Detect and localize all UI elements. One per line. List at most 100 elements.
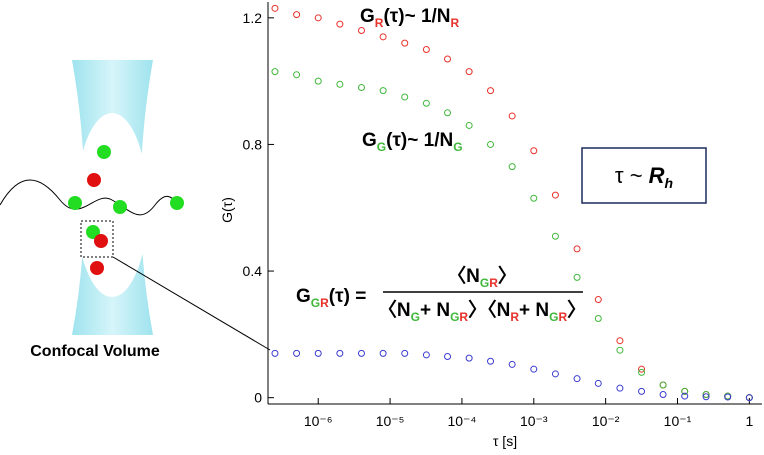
point — [638, 368, 646, 376]
point — [487, 87, 495, 95]
point — [508, 112, 516, 120]
ann-part: (τ)~ 1/N — [386, 130, 453, 151]
point — [293, 71, 301, 79]
ann-part: G — [450, 310, 459, 324]
ann-part: R — [451, 16, 460, 30]
point — [271, 68, 279, 76]
point — [357, 83, 365, 91]
ann-part: R — [320, 296, 329, 310]
point — [444, 353, 452, 361]
ann-part: h — [665, 175, 674, 191]
point — [293, 349, 301, 357]
y-tick-label: 1.2 — [243, 10, 263, 26]
point — [314, 349, 322, 357]
point — [681, 387, 689, 395]
x-tick-label: 10⁻² — [592, 413, 620, 429]
point — [379, 349, 387, 357]
ann-part: G — [296, 286, 311, 307]
y-tick-label: 0.4 — [243, 263, 263, 279]
point — [487, 140, 495, 148]
point — [422, 351, 430, 359]
point — [465, 354, 473, 362]
point — [379, 87, 387, 95]
formula-lhs: GGR(τ) = — [296, 286, 366, 310]
x-tick-label: 10⁻⁵ — [376, 413, 405, 429]
point — [616, 337, 624, 345]
particle — [90, 261, 104, 275]
point — [551, 232, 559, 240]
point — [551, 370, 559, 378]
point — [401, 349, 409, 357]
point — [594, 379, 602, 387]
ann-part: R — [649, 163, 665, 188]
point — [314, 77, 322, 85]
particle — [113, 200, 127, 214]
trajectory — [0, 179, 181, 216]
point — [314, 14, 322, 22]
point — [422, 99, 430, 107]
point — [336, 349, 344, 357]
ann-part: 〉 — [498, 264, 517, 287]
ann-part: R — [510, 310, 519, 324]
particle — [68, 196, 82, 210]
point — [724, 393, 732, 401]
point — [357, 349, 365, 357]
point — [659, 381, 667, 389]
point — [444, 55, 452, 63]
diagram: Confocal Volume — [0, 60, 271, 360]
y-tick-label: 0 — [254, 390, 262, 406]
point — [401, 93, 409, 101]
x-tick-label: 10⁻⁴ — [447, 413, 476, 429]
point — [293, 11, 301, 19]
point — [379, 33, 387, 41]
point — [594, 315, 602, 323]
x-tick-label: 10⁻¹ — [664, 413, 692, 429]
point — [508, 360, 516, 368]
point — [336, 20, 344, 28]
ann-part: 〈N — [378, 298, 411, 321]
point — [616, 384, 624, 392]
focus — [76, 113, 148, 297]
point — [616, 346, 624, 354]
point — [465, 68, 473, 76]
point — [530, 365, 538, 373]
zoom-line — [112, 256, 271, 351]
ann-part: G — [549, 310, 558, 324]
point — [638, 387, 646, 395]
point — [681, 392, 689, 400]
particle — [86, 225, 100, 239]
box-text: τ ~ Rh — [615, 163, 673, 191]
annotation: GG(τ)~ 1/NG — [362, 130, 463, 154]
ann-part: 〉 — [567, 298, 586, 321]
point — [271, 349, 279, 357]
formula: GGR(τ) = 〈NGR〉 〈NG+ NGR〉〈NR+ NGR〉 — [296, 264, 586, 324]
x-tick-label: 1 — [745, 413, 753, 429]
point — [422, 45, 430, 53]
diagram-label: Confocal Volume — [30, 343, 160, 360]
ann-part: G — [453, 140, 462, 154]
ann-part: 〉〈N — [468, 298, 510, 321]
ann-part: G — [377, 140, 386, 154]
ann-part: R — [489, 276, 498, 290]
particle — [170, 196, 184, 210]
point — [659, 391, 667, 399]
ann-part: R — [558, 310, 567, 324]
point — [594, 296, 602, 304]
point — [573, 245, 581, 253]
ann-part: τ ~ — [615, 163, 649, 188]
ann-part: G — [362, 130, 377, 151]
point — [638, 365, 646, 373]
ann-part: + N — [420, 300, 450, 321]
ann-part: (τ) = — [329, 286, 367, 307]
y-axis-label: G(τ) — [219, 197, 235, 223]
point — [551, 191, 559, 199]
point — [465, 121, 473, 129]
particle — [97, 145, 111, 159]
point — [357, 26, 365, 34]
formula-numerator: 〈NGR〉 — [447, 264, 517, 290]
point — [530, 147, 538, 155]
ann-part: (τ)~ 1/N — [383, 6, 450, 27]
ann-part: 〈N — [447, 264, 480, 287]
